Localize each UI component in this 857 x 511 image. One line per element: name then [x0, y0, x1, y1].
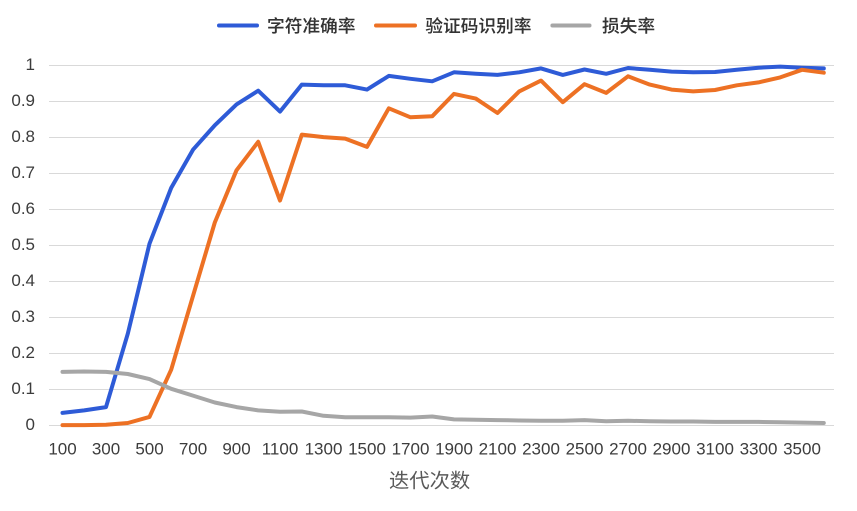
svg-text:1100: 1100 — [262, 440, 299, 459]
svg-text:2300: 2300 — [522, 440, 560, 459]
svg-text:500: 500 — [135, 440, 163, 459]
svg-text:900: 900 — [222, 440, 250, 459]
svg-text:1: 1 — [26, 55, 35, 74]
svg-text:0.7: 0.7 — [11, 163, 35, 182]
svg-text:0.3: 0.3 — [11, 307, 35, 326]
svg-text:3500: 3500 — [783, 440, 821, 459]
svg-text:700: 700 — [179, 440, 207, 459]
svg-text:0.9: 0.9 — [11, 91, 35, 110]
svg-text:0.4: 0.4 — [11, 271, 35, 290]
svg-text:0.6: 0.6 — [11, 199, 35, 218]
svg-text:1700: 1700 — [392, 440, 430, 459]
svg-text:2700: 2700 — [609, 440, 647, 459]
svg-text:0: 0 — [26, 415, 35, 434]
svg-text:0.8: 0.8 — [11, 127, 35, 146]
svg-text:1900: 1900 — [435, 440, 473, 459]
svg-text:2100: 2100 — [479, 440, 517, 459]
svg-text:3300: 3300 — [740, 440, 778, 459]
svg-text:3100: 3100 — [696, 440, 734, 459]
svg-text:2900: 2900 — [653, 440, 691, 459]
svg-text:0.2: 0.2 — [11, 343, 35, 362]
svg-text:1300: 1300 — [305, 440, 343, 459]
svg-text:2500: 2500 — [566, 440, 604, 459]
svg-text:1500: 1500 — [348, 440, 386, 459]
svg-text:0.5: 0.5 — [11, 235, 35, 254]
svg-text:300: 300 — [92, 440, 120, 459]
svg-text:100: 100 — [48, 440, 76, 459]
svg-text:0.1: 0.1 — [11, 379, 35, 398]
